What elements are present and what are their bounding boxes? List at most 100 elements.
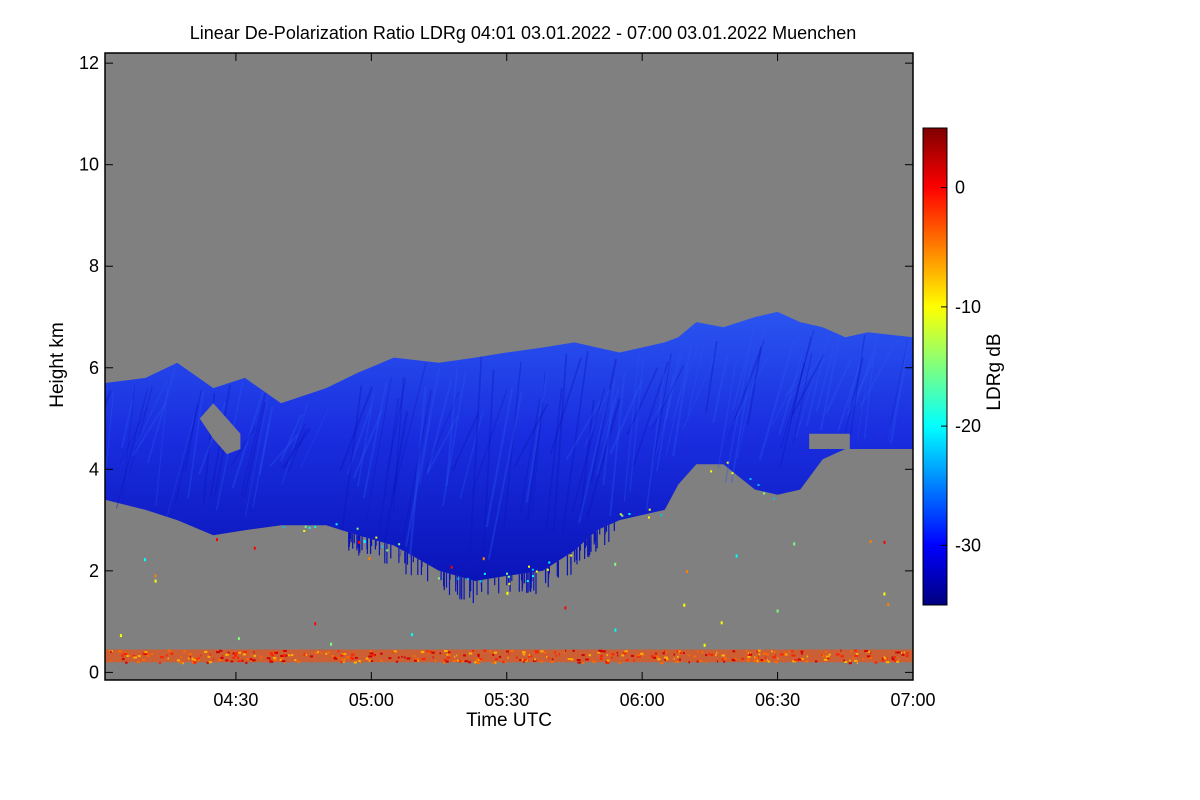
- surface-pixel: [528, 654, 531, 657]
- fall-streak: [531, 372, 546, 515]
- fall-streak: [758, 339, 796, 461]
- surface-pixel: [581, 662, 585, 665]
- surface-pixel: [279, 658, 282, 661]
- surface-pixel: [434, 660, 437, 662]
- surface-pixel: [187, 657, 190, 660]
- fall-streak: [887, 355, 911, 442]
- surface-pixel: [269, 659, 271, 662]
- noise-pixel: [314, 622, 317, 626]
- surface-pixel: [327, 651, 331, 654]
- surface-pixel: [225, 653, 229, 656]
- speckle: [303, 530, 306, 532]
- surface-pixel: [755, 657, 759, 660]
- surface-pixel: [535, 651, 539, 654]
- fall-streak: [424, 391, 460, 473]
- surface-pixel: [762, 659, 767, 662]
- y-axis: 0 2 4 6 8 10 12: [79, 53, 913, 682]
- surface-pixel: [602, 650, 606, 653]
- surface-pixel: [710, 653, 714, 656]
- fall-streak: [445, 368, 459, 487]
- fall-streak: [561, 351, 589, 535]
- surface-pixel: [767, 659, 769, 662]
- fall-streak: [377, 397, 400, 540]
- surface-pixel: [732, 650, 736, 653]
- surface-pixel: [288, 654, 290, 657]
- surface-pixel: [758, 653, 761, 656]
- surface-pixel: [800, 657, 804, 660]
- x-tick-label: 06:30: [755, 690, 800, 710]
- surface-pixel: [705, 661, 707, 664]
- surface-pixel: [118, 650, 123, 653]
- surface-pixel: [523, 660, 525, 663]
- cloud-virga: [348, 522, 615, 604]
- surface-pixel: [772, 656, 776, 659]
- surface-pixel: [448, 653, 451, 656]
- surface-pixel: [207, 655, 211, 658]
- speckle: [437, 577, 440, 580]
- surface-pixel: [754, 656, 756, 659]
- surface-pixel: [456, 654, 458, 657]
- fall-streak: [565, 400, 602, 460]
- fall-streak: [665, 351, 691, 455]
- surface-pixel: [633, 659, 635, 662]
- surface-pixel: [849, 659, 851, 662]
- surface-pixel: [109, 650, 112, 653]
- surface-pixel: [903, 651, 905, 654]
- fall-streak: [468, 356, 483, 567]
- fall-streak: [847, 346, 865, 409]
- fall-streak: [419, 417, 431, 485]
- surface-pixel: [588, 654, 592, 657]
- fall-streak: [386, 378, 407, 472]
- fall-streak: [846, 351, 878, 416]
- fall-streak: [590, 358, 618, 484]
- surface-pixel: [188, 653, 192, 656]
- surface-pixel: [802, 658, 804, 660]
- surface-pixel: [762, 652, 767, 655]
- surface-pixel: [388, 657, 392, 660]
- surface-pixel: [406, 657, 411, 660]
- noise-pixel: [703, 643, 706, 647]
- surface-pixel: [618, 662, 622, 664]
- surface-band: [105, 649, 913, 663]
- surface-pixel: [747, 658, 750, 661]
- fall-streak: [779, 362, 805, 468]
- speckle: [282, 526, 285, 529]
- speckle: [528, 565, 530, 568]
- surface-pixel: [597, 651, 601, 654]
- surface-pixel: [519, 659, 522, 661]
- noise-pixel: [776, 609, 779, 613]
- fall-streak: [784, 361, 820, 397]
- surface-pixel: [444, 659, 447, 661]
- surface-pixel: [898, 658, 900, 660]
- surface-pixel: [192, 661, 194, 664]
- speckle: [763, 492, 766, 495]
- surface-pixel: [180, 656, 183, 659]
- fall-streak: [889, 339, 909, 426]
- surface-pixel: [693, 655, 697, 658]
- surface-pixel: [121, 658, 125, 661]
- surface-pixel: [791, 650, 794, 653]
- surface-pixel: [290, 654, 294, 657]
- fall-streak: [184, 404, 199, 472]
- surface-pixel: [274, 651, 279, 654]
- cloud-base-speckles: [282, 461, 776, 585]
- colorbar-tick-label: -30: [955, 535, 981, 555]
- fall-streak: [626, 367, 659, 435]
- speckle: [314, 525, 317, 528]
- surface-pixel: [572, 649, 575, 652]
- fall-streak: [815, 335, 838, 412]
- fall-streak: [863, 335, 877, 439]
- speckle: [386, 549, 389, 552]
- surface-pixel: [894, 660, 897, 662]
- fall-streak: [281, 427, 311, 469]
- surface-pixel: [723, 657, 727, 660]
- surface-pixel: [676, 655, 679, 658]
- surface-pixel: [170, 652, 174, 655]
- surface-pixel: [193, 660, 195, 663]
- noise-pixel: [720, 621, 723, 625]
- noise-pixel: [883, 592, 886, 596]
- surface-pixel: [309, 655, 314, 658]
- surface-pixel: [447, 651, 451, 654]
- surface-pixel: [905, 655, 909, 658]
- surface-pixel: [126, 655, 129, 657]
